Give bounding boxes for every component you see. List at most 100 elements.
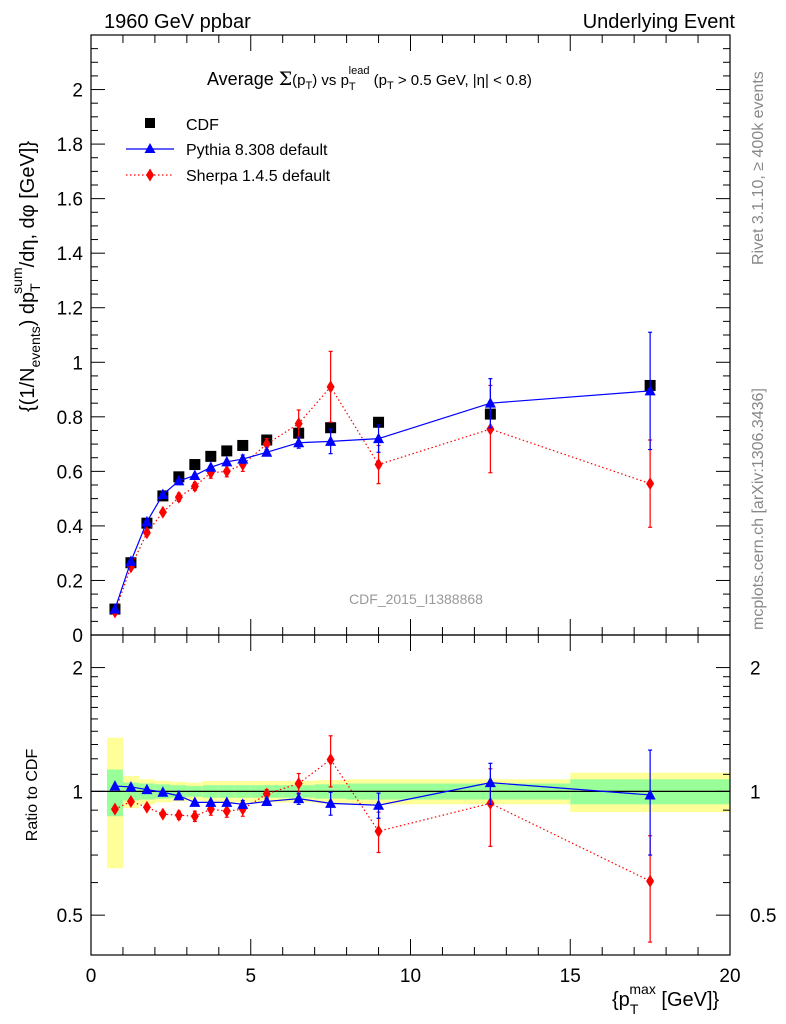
ratio-point-sherpa [326,753,335,767]
watermark: CDF_2015_I1388868 [349,591,483,607]
rivet-label: Rivet 3.1.10, ≥ 400k events [750,71,767,265]
ratio-point-sherpa [110,802,119,816]
ratio-point-pythia [173,789,185,801]
ratio-point-pythia [189,796,201,807]
ratio-point-pythia [484,776,496,788]
legend-label-pythia: Pythia 8.308 default [186,142,328,159]
legend-label-sherpa: Sherpa 1.4.5 default [186,168,331,185]
main-y-tick-label: 1.8 [57,135,83,156]
ratio-band-green [106,769,123,817]
main-point-pythia [644,384,656,396]
main-point-pythia [109,603,121,614]
legend-marker-cdf [145,118,155,128]
main-y-tick-label: 1.4 [57,244,84,265]
ratio-point-pythia [261,795,273,806]
main-point-pythia [293,436,305,448]
main-point-sherpa [486,422,495,436]
mcplots-label: mcplots.cern.ch [arXiv:1306.3436] [750,388,767,630]
ratio-point-pythia [157,786,169,797]
main-series-group [109,331,656,619]
main-point-pythia [173,474,185,486]
ratio-point-sherpa [126,794,135,808]
ratio-point-pythia [141,783,153,795]
main-y-tick-label: 1.6 [57,190,83,211]
x-tick-label: 0 [86,966,97,987]
ratio-y-tick-label: 0.5 [57,906,83,927]
ratio-point-sherpa [158,807,167,821]
ratio-point-pythia [373,799,385,810]
main-point-cdf [325,422,337,434]
ratio-point-pythia [325,797,337,808]
ratio-point-pythia [125,780,137,792]
ratio-y-tick-label: 1 [72,782,83,803]
ratio-point-sherpa [222,804,231,818]
main-point-sherpa [190,479,199,493]
legend-marker-pythia [144,143,156,153]
ratio-point-pythia [644,788,656,800]
main-point-cdf [205,450,217,462]
main-point-cdf [189,459,201,471]
main-point-sherpa [326,380,335,394]
main-point-sherpa [294,417,303,431]
main-point-pythia [141,515,153,527]
ratio-point-sherpa [174,808,183,822]
ratio-point-sherpa [190,809,199,823]
main-point-pythia [157,488,169,500]
ratio-point-pythia [293,792,305,804]
header-left: 1960 GeV ppbar [104,11,251,33]
main-y-tick-label: 0.8 [57,408,83,429]
main-point-sherpa [174,490,183,504]
header-right: Underlying Event [583,11,736,33]
ratio-y-axis: 0.5 0.5 1 1 2 2 [57,659,777,928]
ratio-point-pythia [221,796,233,807]
main-point-sherpa [222,464,231,478]
main-y-axis-label: {(1/Nevents) dpTsum/dη, dφ [GeV]} [9,141,43,412]
main-point-cdf [237,439,249,451]
ratio-y-tick-label-right: 1 [750,782,761,803]
main-point-pythia [261,446,273,457]
main-y-axis: 0 0.2 0.4 0.6 0.8 1 1.2 1.4 1.6 1.8 2 [57,48,730,647]
ratio-y-tick-label-right: 0.5 [750,906,776,927]
main-point-sherpa [158,505,167,519]
main-point-pythia [373,432,385,444]
main-point-pythia [125,555,137,566]
ratio-line-sherpa [114,758,651,882]
main-y-tick-label: 0 [72,626,83,647]
ratio-point-pythia [237,798,249,809]
main-y-tick-label: 0.4 [57,517,84,538]
main-point-pythia [325,435,337,446]
main-point-pythia [205,461,217,472]
ratio-point-sherpa [374,824,383,838]
ratio-point-sherpa [262,787,271,801]
legend-label-cdf: CDF [186,117,219,134]
ratio-point-sherpa [142,800,151,814]
ratio-y-axis-label: Ratio to CDF [24,749,41,842]
main-point-cdf [373,416,385,428]
main-y-tick-label: 2 [72,81,83,102]
x-axis-label: {pTmax [GeV]} [612,981,720,1017]
main-y-tick-label: 1.2 [57,299,83,320]
ratio-plot-area [90,634,731,956]
main-point-pythia [221,455,233,467]
ratio-point-sherpa [294,776,303,790]
ratio-point-sherpa [646,874,655,888]
legend-marker-sherpa [146,168,154,182]
main-point-pythia [484,397,496,408]
legend: CDF Pythia 8.308 default Sherpa 1.4.5 de… [126,117,331,185]
ratio-point-pythia [205,796,217,807]
x-tick-label: 15 [560,966,581,987]
ratio-series-group [109,735,656,943]
main-title: Average Σ(pT) vs pTlead (pT > 0.5 GeV, |… [207,65,532,93]
main-point-pythia [237,453,249,464]
x-axis: 0 5 10 15 20 [86,35,741,987]
ratio-y-tick-label: 2 [72,659,83,680]
main-point-cdf [221,445,233,457]
x-tick-label: 5 [245,966,256,987]
main-point-sherpa [374,458,383,472]
ratio-point-pythia [109,780,121,791]
x-tick-label: 20 [719,966,740,987]
main-y-tick-label: 0.6 [57,462,83,483]
main-y-tick-label: 0.2 [57,571,83,592]
main-point-sherpa [142,526,151,540]
